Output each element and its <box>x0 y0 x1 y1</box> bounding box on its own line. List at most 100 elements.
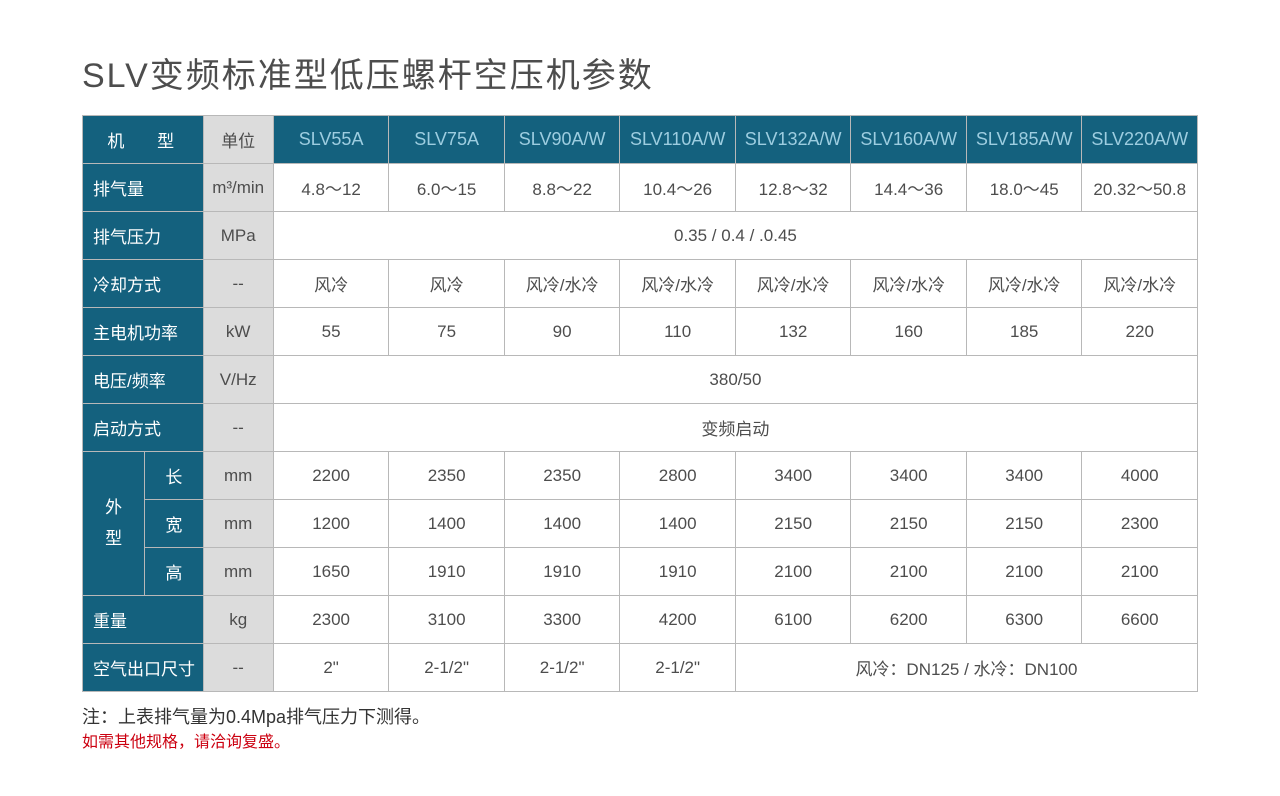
label-airflow: 排气量 <box>83 164 204 212</box>
len-4: 3400 <box>735 452 851 500</box>
unit-width: mm <box>203 500 273 548</box>
len-7: 4000 <box>1082 452 1198 500</box>
len-1: 2350 <box>389 452 505 500</box>
len-3: 2800 <box>620 452 736 500</box>
header-model-0: SLV55A <box>273 116 389 164</box>
weight-0: 2300 <box>273 596 389 644</box>
header-model-6: SLV185A/W <box>966 116 1082 164</box>
len-2: 2350 <box>504 452 620 500</box>
footer-contact: 如需其他规格，请洽询复盛。 <box>82 731 1198 755</box>
power-7: 220 <box>1082 308 1198 356</box>
hei-4: 2100 <box>735 548 851 596</box>
airflow-1: 6.0～15 <box>389 164 505 212</box>
outlet-1: 2-1/2" <box>389 644 505 692</box>
label-width: 宽 <box>145 500 203 548</box>
header-model-2: SLV90A/W <box>504 116 620 164</box>
unit-cooling: -- <box>203 260 273 308</box>
outlet-2: 2-1/2" <box>504 644 620 692</box>
weight-5: 6200 <box>851 596 967 644</box>
power-6: 185 <box>966 308 1082 356</box>
unit-start: -- <box>203 404 273 452</box>
airflow-2: 8.8～22 <box>504 164 620 212</box>
row-weight: 重量 kg 2300 3100 3300 4200 6100 6200 6300… <box>83 596 1198 644</box>
power-4: 132 <box>735 308 851 356</box>
row-pressure: 排气压力 MPa 0.35 / 0.4 / .0.45 <box>83 212 1198 260</box>
power-1: 75 <box>389 308 505 356</box>
header-model-3: SLV110A/W <box>620 116 736 164</box>
pressure-span: 0.35 / 0.4 / .0.45 <box>273 212 1197 260</box>
unit-voltage: V/Hz <box>203 356 273 404</box>
page-title: SLV变频标准型低压螺杆空压机参数 <box>82 48 1198 97</box>
cooling-1: 风冷 <box>389 260 505 308</box>
row-cooling: 冷却方式 -- 风冷 风冷 风冷/水冷 风冷/水冷 风冷/水冷 风冷/水冷 风冷… <box>83 260 1198 308</box>
unit-pressure: MPa <box>203 212 273 260</box>
outlet-span: 风冷：DN125 / 水冷：DN100 <box>735 644 1197 692</box>
len-6: 3400 <box>966 452 1082 500</box>
cooling-4: 风冷/水冷 <box>735 260 851 308</box>
hei-0: 1650 <box>273 548 389 596</box>
footer-note: 注：上表排气量为0.4Mpa排气压力下测得。 <box>82 704 1198 731</box>
weight-2: 3300 <box>504 596 620 644</box>
weight-3: 4200 <box>620 596 736 644</box>
wid-4: 2150 <box>735 500 851 548</box>
unit-power: kW <box>203 308 273 356</box>
wid-6: 2150 <box>966 500 1082 548</box>
row-power: 主电机功率 kW 55 75 90 110 132 160 185 220 <box>83 308 1198 356</box>
cooling-5: 风冷/水冷 <box>851 260 967 308</box>
weight-6: 6300 <box>966 596 1082 644</box>
header-machine: 机 型 <box>83 116 204 164</box>
power-5: 160 <box>851 308 967 356</box>
weight-1: 3100 <box>389 596 505 644</box>
header-model-1: SLV75A <box>389 116 505 164</box>
header-row: 机 型 单位 SLV55A SLV75A SLV90A/W SLV110A/W … <box>83 116 1198 164</box>
label-outlet: 空气出口尺寸 <box>83 644 204 692</box>
row-airflow: 排气量 m³/min 4.8～12 6.0～15 8.8～22 10.4～26 … <box>83 164 1198 212</box>
len-0: 2200 <box>273 452 389 500</box>
row-outlet: 空气出口尺寸 -- 2" 2-1/2" 2-1/2" 2-1/2" 风冷：DN1… <box>83 644 1198 692</box>
airflow-3: 10.4～26 <box>620 164 736 212</box>
weight-4: 6100 <box>735 596 851 644</box>
airflow-4: 12.8～32 <box>735 164 851 212</box>
cooling-0: 风冷 <box>273 260 389 308</box>
unit-height: mm <box>203 548 273 596</box>
spec-table: 机 型 单位 SLV55A SLV75A SLV90A/W SLV110A/W … <box>82 115 1198 692</box>
wid-3: 1400 <box>620 500 736 548</box>
row-dim-length: 外型 长 mm 2200 2350 2350 2800 3400 3400 34… <box>83 452 1198 500</box>
power-0: 55 <box>273 308 389 356</box>
voltage-span: 380/50 <box>273 356 1197 404</box>
label-power: 主电机功率 <box>83 308 204 356</box>
label-voltage: 电压/频率 <box>83 356 204 404</box>
airflow-0: 4.8～12 <box>273 164 389 212</box>
power-3: 110 <box>620 308 736 356</box>
hei-3: 1910 <box>620 548 736 596</box>
outlet-3: 2-1/2" <box>620 644 736 692</box>
label-cooling: 冷却方式 <box>83 260 204 308</box>
airflow-6: 18.0～45 <box>966 164 1082 212</box>
hei-1: 1910 <box>389 548 505 596</box>
wid-5: 2150 <box>851 500 967 548</box>
cooling-2: 风冷/水冷 <box>504 260 620 308</box>
hei-5: 2100 <box>851 548 967 596</box>
unit-airflow: m³/min <box>203 164 273 212</box>
label-length: 长 <box>145 452 203 500</box>
weight-7: 6600 <box>1082 596 1198 644</box>
unit-length: mm <box>203 452 273 500</box>
airflow-7: 20.32～50.8 <box>1082 164 1198 212</box>
unit-weight: kg <box>203 596 273 644</box>
hei-6: 2100 <box>966 548 1082 596</box>
header-model-4: SLV132A/W <box>735 116 851 164</box>
label-start: 启动方式 <box>83 404 204 452</box>
label-dims: 外型 <box>83 452 145 596</box>
cooling-3: 风冷/水冷 <box>620 260 736 308</box>
start-span: 变频启动 <box>273 404 1197 452</box>
header-model-5: SLV160A/W <box>851 116 967 164</box>
header-unit: 单位 <box>203 116 273 164</box>
label-height: 高 <box>145 548 203 596</box>
footer: 注：上表排气量为0.4Mpa排气压力下测得。 如需其他规格，请洽询复盛。 <box>82 704 1198 755</box>
label-pressure: 排气压力 <box>83 212 204 260</box>
wid-2: 1400 <box>504 500 620 548</box>
power-2: 90 <box>504 308 620 356</box>
unit-outlet: -- <box>203 644 273 692</box>
row-voltage: 电压/频率 V/Hz 380/50 <box>83 356 1198 404</box>
cooling-7: 风冷/水冷 <box>1082 260 1198 308</box>
